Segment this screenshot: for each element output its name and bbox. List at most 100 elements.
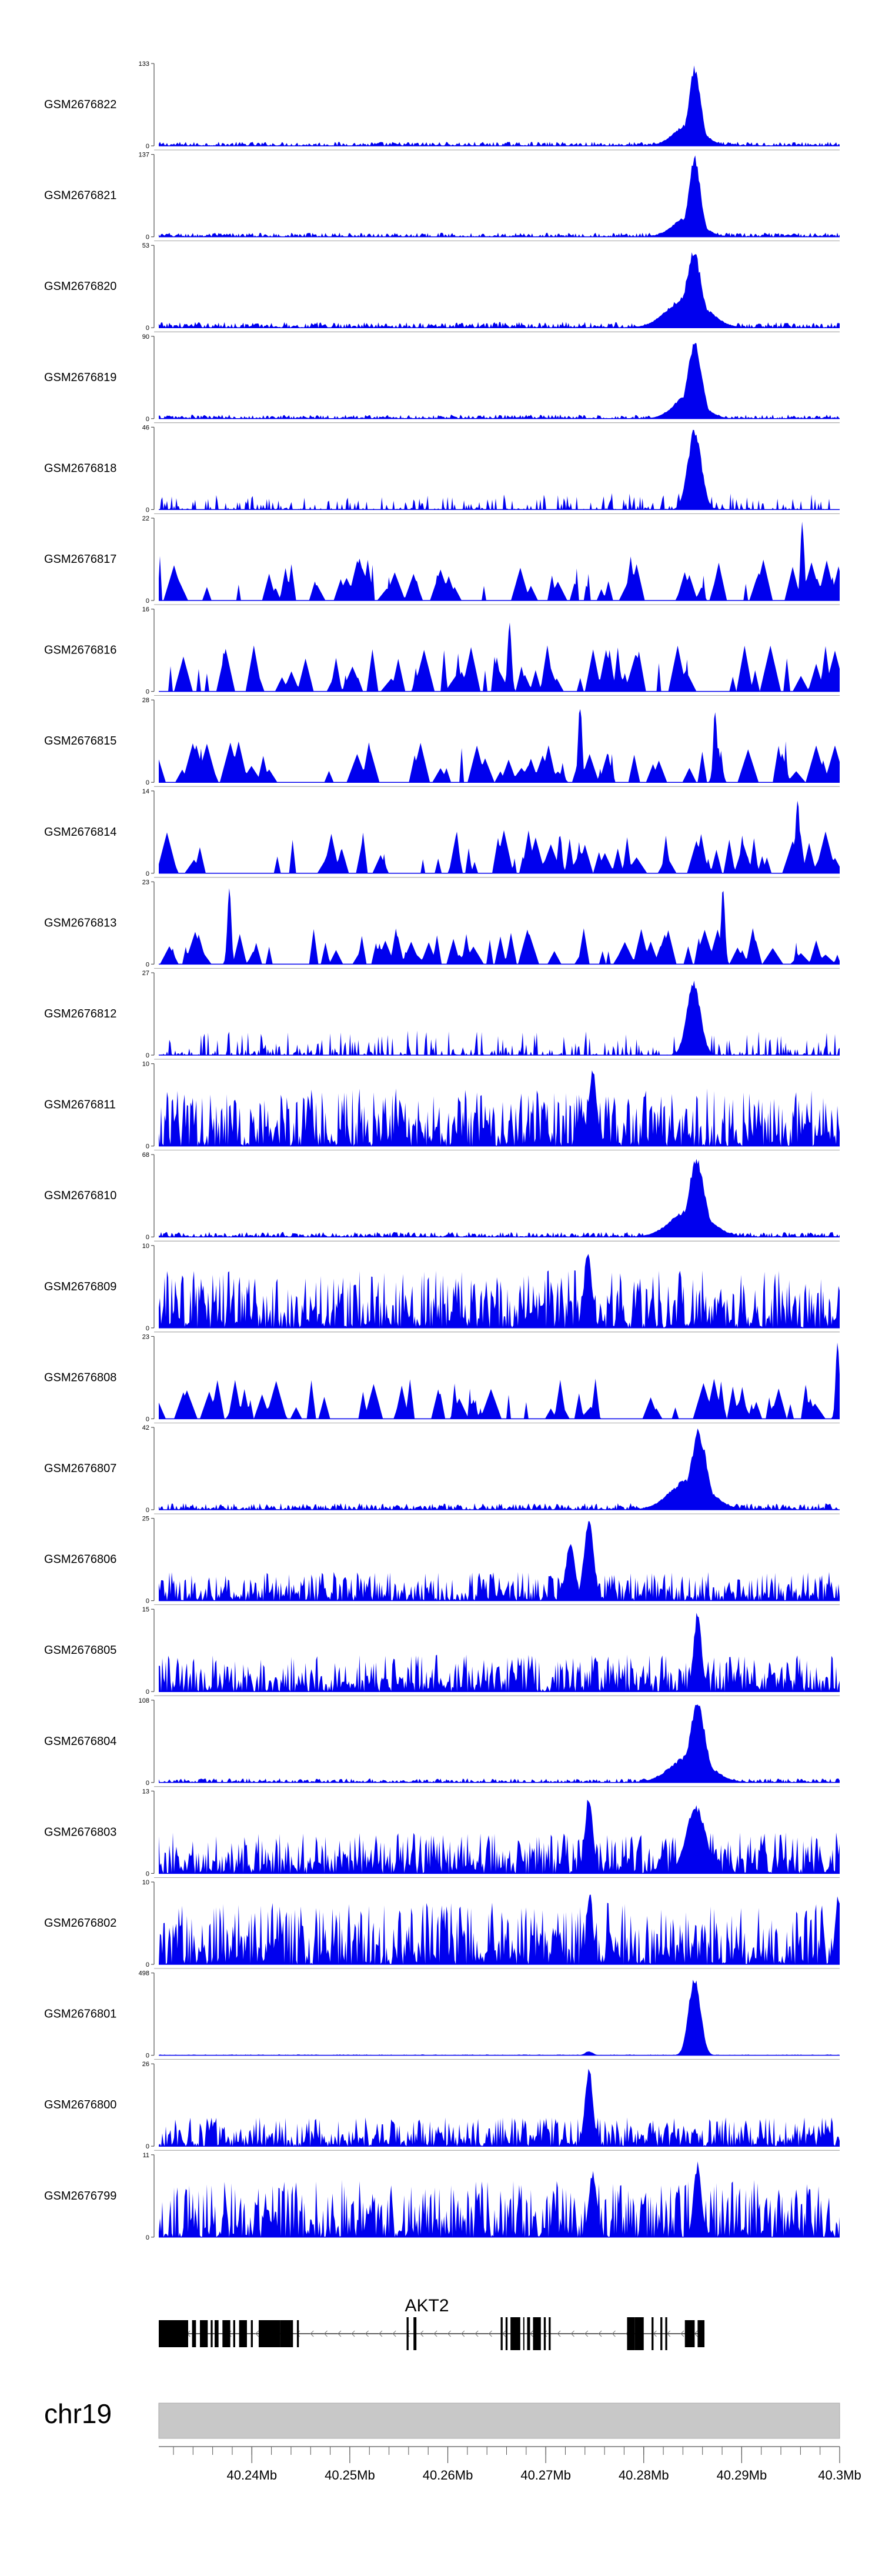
y-axis-min-label: 0 (146, 1780, 149, 1787)
strand-arrow (310, 2330, 314, 2337)
strand-arrow (406, 2330, 410, 2337)
coverage-area (159, 709, 840, 783)
y-axis-min-label: 0 (146, 416, 149, 423)
exon (159, 2320, 188, 2347)
strand-arrow (598, 2330, 602, 2337)
exon (413, 2317, 417, 2350)
gene-name-label: AKT2 (405, 2296, 449, 2315)
y-axis-max-label: 10 (142, 1061, 149, 1068)
y-axis-min-label: 0 (146, 1689, 149, 1696)
strand-arrow (475, 2330, 479, 2337)
y-axis-min-label: 0 (146, 1961, 149, 1968)
track-label: GSM2676799 (44, 2190, 116, 2203)
strand-arrow (351, 2330, 355, 2337)
exon (697, 2320, 705, 2347)
track-label: GSM2676818 (44, 462, 116, 475)
track-gsm2676821: GSM2676821 137 0 (44, 152, 840, 242)
y-axis-min-label: 0 (146, 1507, 149, 1514)
track-gsm2676811: GSM2676811 10 0 (44, 1061, 840, 1150)
coverage-area (159, 252, 840, 328)
exon (290, 2320, 293, 2347)
strand-arrow (612, 2330, 616, 2337)
strand-arrow (557, 2330, 561, 2337)
exon (634, 2317, 644, 2350)
track-gsm2676800: GSM2676800 26 0 (44, 2061, 840, 2151)
y-axis-min-label: 0 (146, 689, 149, 696)
y-axis-max-label: 498 (139, 1970, 149, 1977)
y-axis-max-label: 23 (142, 1333, 149, 1340)
exon (652, 2317, 654, 2350)
exon (233, 2320, 235, 2347)
y-axis-min-label: 0 (146, 1598, 149, 1605)
track-gsm2676805: GSM2676805 15 0 (44, 1606, 840, 1696)
y-axis-min-label: 0 (146, 870, 149, 877)
coverage-area (159, 2068, 840, 2147)
track-gsm2676802: GSM2676802 10 0 (44, 1879, 840, 1969)
exon (627, 2317, 635, 2350)
track-label: GSM2676822 (44, 98, 116, 111)
ideogram-band (158, 2403, 840, 2439)
y-axis-max-label: 22 (142, 515, 149, 522)
coverage-area (159, 622, 840, 692)
track-label: GSM2676807 (44, 1462, 116, 1475)
exon (239, 2320, 247, 2347)
gene-track: AKT2 (159, 2296, 705, 2350)
exon (665, 2317, 667, 2350)
exon (250, 2320, 253, 2347)
genome-axis-tick-label: 40.25Mb (325, 2468, 375, 2482)
y-axis-max-label: 15 (142, 1606, 149, 1613)
track-label: GSM2676805 (44, 1644, 116, 1657)
track-gsm2676809: GSM2676809 10 0 (44, 1243, 840, 1333)
track-label: GSM2676800 (44, 2098, 116, 2111)
y-axis-min-label: 0 (146, 506, 149, 513)
track-label: GSM2676817 (44, 553, 116, 566)
track-gsm2676808: GSM2676808 23 0 (44, 1333, 840, 1423)
track-label: GSM2676810 (44, 1189, 116, 1202)
strand-arrow (296, 2330, 300, 2337)
track-label: GSM2676809 (44, 1280, 116, 1293)
strand-arrow (584, 2330, 589, 2337)
track-gsm2676810: GSM2676810 68 0 (44, 1152, 840, 1242)
coverage-area (159, 1342, 840, 1419)
track-gsm2676822: GSM2676822 133 0 (44, 61, 840, 151)
y-axis-max-label: 27 (142, 970, 149, 977)
y-axis-max-label: 90 (142, 333, 149, 341)
strand-arrow (323, 2330, 328, 2337)
exon (543, 2317, 546, 2350)
track-gsm2676812: GSM2676812 27 0 (44, 970, 840, 1060)
genome-axis-tick-label: 40.27Mb (520, 2468, 571, 2482)
exon (211, 2320, 213, 2347)
genome-axis: 40.24Mb 40.25Mb 40.26Mb 40.27Mb 40.28Mb 40.29… (159, 2446, 861, 2482)
y-axis-min-label: 0 (146, 2143, 149, 2150)
strand-arrow (488, 2330, 492, 2337)
coverage-area (159, 1704, 840, 1783)
y-axis-max-label: 10 (142, 1243, 149, 1250)
track-label: GSM2676819 (44, 371, 116, 384)
track-label: GSM2676816 (44, 644, 116, 657)
y-axis-min-label: 0 (146, 1143, 149, 1150)
strand-arrow (420, 2330, 424, 2337)
exon (406, 2317, 409, 2350)
y-axis-min-label: 0 (146, 779, 149, 786)
track-gsm2676818: GSM2676818 46 0 (44, 424, 840, 514)
y-axis-max-label: 133 (139, 61, 149, 68)
strand-arrow (433, 2330, 437, 2337)
exon (500, 2317, 503, 2350)
y-axis-max-label: 68 (142, 1152, 149, 1159)
track-label: GSM2676802 (44, 1917, 116, 1930)
y-axis-min-label: 0 (146, 2234, 149, 2241)
strand-arrow (529, 2330, 533, 2337)
exon (684, 2320, 695, 2347)
coverage-area (159, 1613, 840, 1692)
y-axis-max-label: 13 (142, 1788, 149, 1795)
chromosome-label: chr19 (44, 2398, 112, 2429)
exon (533, 2317, 541, 2350)
strand-arrow (338, 2330, 342, 2337)
coverage-area (159, 65, 840, 146)
strand-arrow (570, 2330, 574, 2337)
coverage-area (159, 980, 840, 1055)
coverage-area (159, 2161, 840, 2237)
track-gsm2676803: GSM2676803 13 0 (44, 1788, 840, 1878)
ideogram-track: chr19 (44, 2398, 840, 2439)
exon (199, 2320, 208, 2347)
